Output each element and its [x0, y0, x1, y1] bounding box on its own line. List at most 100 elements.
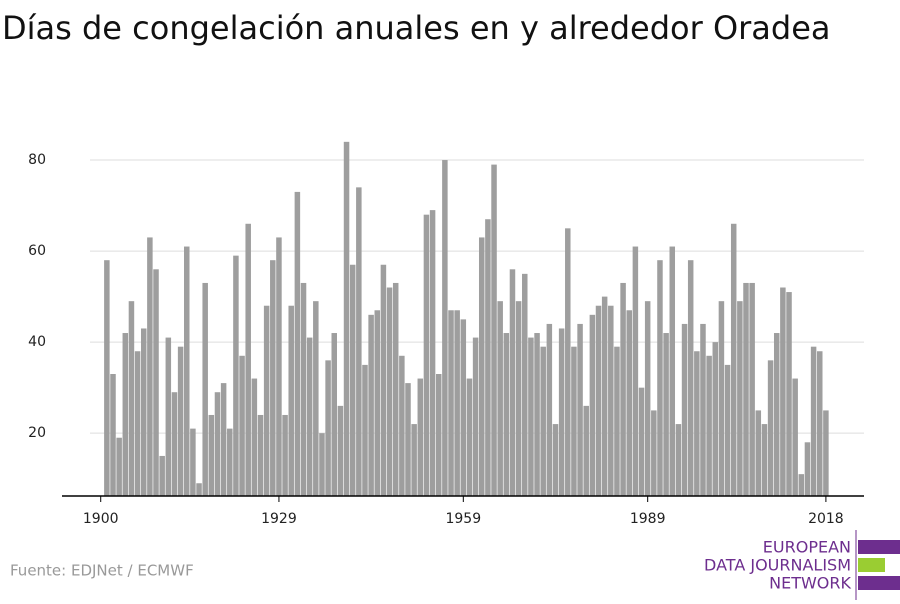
bar [632, 246, 639, 496]
source: Fuente: EDJNet / ECMWF [10, 562, 194, 580]
bar [442, 160, 448, 496]
bar [773, 333, 780, 496]
bar [116, 437, 122, 496]
bar [558, 328, 565, 496]
bar [663, 333, 669, 496]
bar [306, 337, 313, 496]
bar [644, 301, 651, 496]
bar [122, 333, 129, 496]
bar [724, 364, 731, 496]
bar [687, 260, 694, 496]
bar [694, 351, 700, 496]
chart-title: Días de congelación anuales en y alreded… [2, 9, 831, 47]
bar [110, 374, 116, 496]
bar [417, 378, 424, 496]
bar [227, 428, 233, 496]
bar [171, 392, 178, 496]
bar [380, 264, 387, 496]
bar [220, 383, 227, 496]
logo-text: DATA JOURNALISM [704, 556, 851, 575]
bar [638, 387, 645, 496]
bar [300, 282, 307, 496]
x-tick-label: 1900 [83, 511, 119, 527]
bar [792, 378, 798, 496]
x-tick-label: 1929 [261, 511, 297, 527]
bar [263, 305, 270, 496]
bar [614, 346, 620, 496]
bar [552, 424, 559, 496]
logo: EUROPEAN DATA JOURNALISM NETWORK [704, 530, 900, 600]
bar [159, 455, 165, 496]
bar [595, 305, 602, 496]
bar [546, 323, 553, 496]
bar [454, 310, 460, 496]
bar [276, 237, 282, 496]
bar [177, 346, 184, 496]
y-tick-label: 80 [28, 152, 46, 168]
x-tick-label: 2018 [808, 511, 844, 527]
bar [214, 392, 221, 496]
bar [515, 301, 522, 496]
bar [466, 378, 473, 496]
bar [780, 287, 786, 496]
bar [190, 428, 196, 496]
y-tick-label: 60 [28, 243, 46, 259]
bar [368, 314, 374, 496]
bar [325, 360, 331, 496]
bar [362, 364, 368, 496]
bar [257, 414, 264, 496]
bar [319, 433, 325, 496]
bar [282, 414, 288, 496]
bar [571, 346, 577, 496]
bar [503, 333, 510, 496]
bar [509, 269, 516, 496]
bar [675, 424, 682, 496]
bar [565, 228, 571, 496]
bar [288, 305, 294, 496]
bar [423, 214, 430, 497]
bar [392, 282, 399, 496]
bar [202, 282, 208, 496]
bar [294, 191, 301, 496]
bar [700, 323, 706, 496]
bar [313, 301, 319, 496]
x-tick-label: 1959 [445, 511, 481, 527]
bar [608, 305, 614, 496]
bar [810, 346, 817, 496]
logo-bar [858, 540, 900, 554]
bar [737, 301, 743, 496]
bar [626, 310, 632, 496]
bar [491, 164, 497, 496]
bar [134, 351, 141, 496]
bar [429, 210, 436, 497]
bar [233, 255, 239, 496]
bar [743, 282, 749, 496]
bar [786, 292, 792, 496]
bar [497, 301, 503, 496]
bar [448, 310, 454, 496]
bar [153, 269, 159, 496]
bar [435, 374, 442, 496]
bar [270, 260, 276, 496]
bar [208, 414, 215, 496]
bar [528, 337, 534, 496]
y-tick-label: 40 [28, 334, 46, 350]
bar [817, 351, 823, 496]
bar [331, 333, 337, 496]
bar [196, 483, 202, 496]
bar [411, 424, 417, 496]
bar [620, 282, 626, 496]
bar [706, 355, 712, 496]
bar [349, 264, 356, 496]
bar [374, 310, 381, 496]
bar [651, 410, 657, 496]
bar [356, 187, 362, 496]
bar [405, 383, 411, 496]
bar [583, 405, 589, 496]
logo-bar [858, 558, 885, 572]
bar [184, 246, 190, 496]
bar [472, 337, 479, 496]
bar [485, 219, 491, 496]
bar [730, 223, 737, 496]
bar [386, 287, 393, 496]
